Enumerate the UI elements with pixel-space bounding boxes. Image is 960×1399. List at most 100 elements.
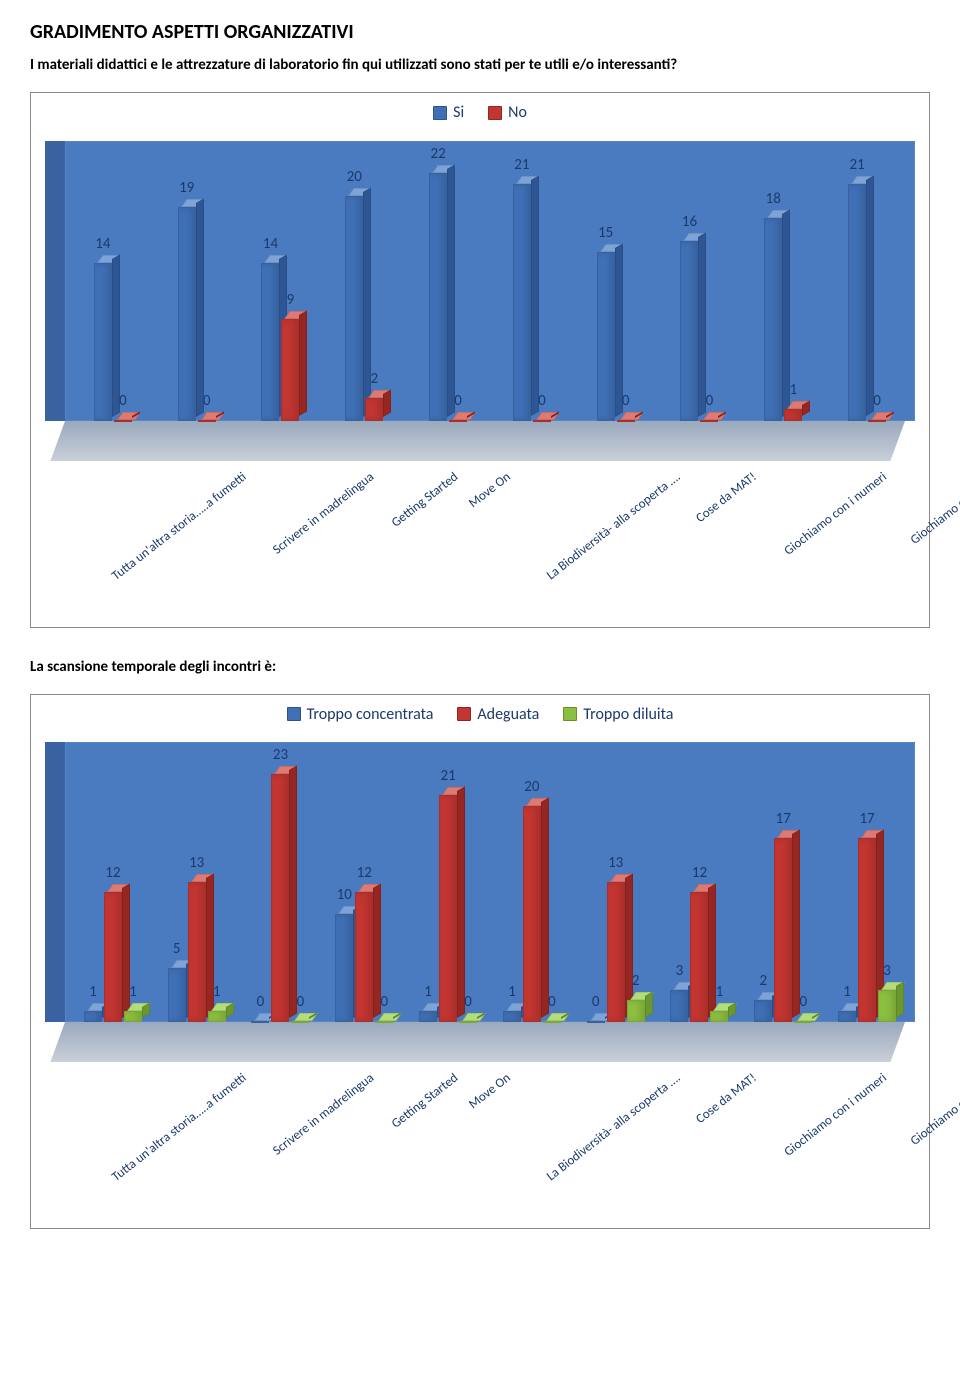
category-label: Giochiamo con i numeri [781,1068,883,1148]
bar-value-label: 23 [273,746,288,764]
bar: 18 [764,218,782,421]
bar: 3 [670,990,688,1022]
bar-value-label: 15 [598,224,613,242]
bar: 2 [365,398,383,421]
bar-group: 1200 [492,806,572,1022]
chart1-legend: SiNo [45,103,915,125]
bar-value-label: 0 [257,993,265,1011]
bar: 21 [439,795,457,1022]
bar: 0 [449,420,467,421]
bar-value-label: 16 [682,213,697,231]
bar-group: 220 [408,173,488,421]
legend-item: Adeguata [457,705,539,724]
bar-group: 202 [324,196,404,421]
bar-value-label: 13 [189,854,204,872]
category-label: Giochiamo con i libri [907,1068,960,1137]
bar-value-label: 19 [179,179,194,197]
bar-group: 210 [492,184,572,420]
bar: 13 [188,882,206,1022]
bar-group: 149 [241,263,321,421]
category-label: Move On [466,467,507,499]
bar-value-label: 0 [706,392,714,410]
bar-value-label: 0 [380,993,388,1011]
bar: 1 [84,1011,102,1022]
bar: 22 [429,173,447,421]
legend-label: Troppo diluita [583,705,673,724]
bar-value-label: 21 [849,156,864,174]
bar-group: 1173 [827,838,907,1022]
legend-item: Troppo concentrata [287,705,434,724]
chart2-legend: Troppo concentrata Adeguata Troppo diluita [45,705,915,727]
bar-value-label: 1 [716,983,724,1001]
legend-swatch [287,707,301,721]
legend-label: Troppo concentrata [307,705,434,724]
chart1-box: SiNo 140190149202220210150160181210 Tutt… [30,92,930,628]
bar-value-label: 21 [514,156,529,174]
bar-group: 1210 [408,795,488,1022]
bar-value-label: 1 [424,983,432,1001]
bar: 17 [774,838,792,1022]
bar-value-label: 2 [632,972,640,990]
chart1-groups: 140190149202220210150160181210 [73,141,907,421]
bar-value-label: 0 [454,392,462,410]
bar-value-label: 1 [789,381,797,399]
legend-swatch [433,106,447,120]
bar-value-label: 2 [370,370,378,388]
bar-value-label: 0 [119,392,127,410]
bar: 12 [690,892,708,1022]
bar-value-label: 21 [440,767,455,785]
bar-group: 18 1 [743,218,823,421]
bar-value-label: 5 [173,940,181,958]
bar-group: 5 131 [157,882,237,1022]
bar-value-label: 0 [297,993,305,1011]
bar-value-label: 17 [859,810,874,828]
bar-value-label: 20 [524,778,539,796]
bar: 0 [459,1021,477,1022]
category-label: Getting Started [389,1068,455,1120]
bar: 2 [754,1000,772,1022]
legend-label: Adeguata [477,705,539,724]
bar: 0 [794,1021,812,1022]
bar-group: 160 [660,241,740,421]
bar: 20 [523,806,541,1022]
legend-swatch [488,106,502,120]
legend-item: No [488,103,527,122]
bar: 1 [419,1011,437,1022]
bar-value-label: 14 [263,235,278,253]
floor [50,421,905,461]
bar: 17 [858,838,876,1022]
bar: 1 [838,1011,856,1022]
bar: 12 [104,892,122,1022]
bar-value-label: 12 [692,864,707,882]
bar-value-label: 0 [592,993,600,1011]
bar-value-label: 1 [89,983,97,1001]
bar: 1 [710,1011,728,1022]
bar: 3 [878,990,896,1022]
bar-value-label: 1 [843,983,851,1001]
chart1-subtitle: I materiali didattici e le attrezzature … [30,56,930,74]
bar-value-label: 1 [508,983,516,1001]
bar: 14 [261,263,279,421]
bar: 0 [617,420,635,421]
bar: 23 [271,774,289,1022]
bar: 20 [345,196,363,421]
bar-group: 1121 [73,892,153,1022]
bar: 9 [281,319,299,420]
bar: 0 [700,420,718,421]
bar-value-label: 1 [129,983,137,1001]
chart2-groups: 1121513102301012012101200013231212170117… [73,742,907,1022]
chart2-subtitle: La scansione temporale degli incontri è: [30,658,930,676]
bar-group: 3121 [660,892,740,1022]
page: GRADIMENTO ASPETTI ORGANIZZATIVI I mater… [0,0,960,1299]
bar-group: 0230 [241,774,321,1022]
bar-group: 0132 [576,882,656,1022]
bar-value-label: 22 [430,145,445,163]
bar: 13 [607,882,625,1022]
bar-value-label: 14 [95,235,110,253]
category-label: Scrivere in madrelingua [270,1068,371,1147]
bar: 1 [208,1011,226,1022]
bar: 0 [291,1021,309,1022]
bar: 2 [627,1000,645,1022]
category-label: Tutta un'altra storia…..a fumetti [109,467,243,572]
chart2-plot: 1121513102301012012101200013231212170117… [45,742,915,1062]
